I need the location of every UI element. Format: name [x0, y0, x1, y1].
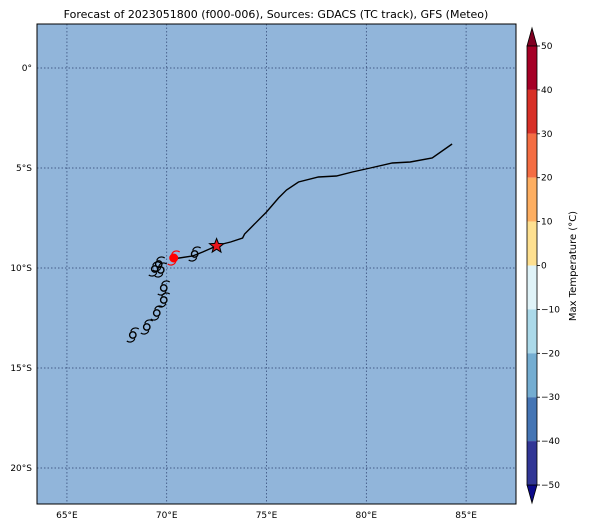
latitude-labels: 0° 5°S 10°S 15°S 20°S — [10, 64, 32, 474]
cyclone-eye — [128, 331, 137, 339]
latitude-tick-label: 0° — [22, 64, 32, 74]
colorbar-tick-label: 0 — [541, 262, 547, 272]
map-panel: 65°E 70°E 75°E 80°E 85°E 0° 5°S 10°S 15°S 20°S — [10, 23, 517, 521]
cyclone-arm — [150, 316, 160, 321]
colorbar-band — [527, 46, 537, 90]
colorbar: 50 40 30 20 10 0 −10 −20 −30 −40 −50 — [526, 26, 560, 505]
cyclone-eye — [159, 296, 168, 304]
colorbar-tick-label: −50 — [541, 481, 560, 491]
cyclone-arm — [152, 261, 162, 266]
longitude-tick-label: 75°E — [256, 511, 278, 521]
longitude-tick-label: 80°E — [355, 511, 377, 521]
cyclone-arm — [161, 280, 171, 285]
latitude-tick-label: 5°S — [16, 164, 32, 174]
cyclone-eye — [150, 265, 159, 273]
cyclone-eye — [190, 250, 199, 258]
colorbar-tick-label: 50 — [541, 42, 553, 52]
colorbar-tick-label: −40 — [541, 437, 560, 447]
cyclone-symbol — [140, 319, 154, 335]
colorbar-band — [527, 133, 537, 178]
current-position-star — [208, 237, 226, 254]
graticule — [37, 24, 516, 504]
colorbar-band — [527, 265, 537, 310]
map-frame — [36, 23, 517, 505]
cyclone-arm — [192, 246, 202, 251]
cyclone-arm — [144, 319, 154, 324]
cyclone-arm — [130, 327, 140, 332]
longitude-tick-label: 65°E — [56, 511, 78, 521]
cyclone-track — [126, 143, 453, 343]
cyclone-eye — [154, 260, 163, 268]
colorbar-tick-label: −10 — [541, 305, 560, 315]
cyclone-arm — [157, 303, 167, 308]
colorbar-band — [527, 221, 537, 266]
ocean-background — [37, 24, 516, 504]
latitude-tick-label: 10°S — [10, 264, 32, 274]
cyclone-symbol — [148, 261, 162, 277]
cyclone-eye — [159, 284, 168, 292]
longitude-labels: 65°E 70°E 75°E 80°E 85°E — [56, 511, 477, 521]
colorbar-band — [527, 309, 537, 354]
latitude-tick-label: 20°S — [10, 464, 32, 474]
cyclone-eye — [142, 323, 151, 331]
cyclone-center-dot — [169, 253, 179, 263]
cyclone-current-symbol — [167, 250, 181, 266]
cyclone-arm — [140, 330, 150, 335]
cyclone-arm — [171, 250, 181, 255]
colorbar-tick-label: 10 — [541, 218, 553, 228]
cyclone-arm — [157, 291, 167, 296]
cyclone-arm — [156, 256, 166, 261]
colorbar-band — [527, 89, 537, 134]
colorbar-label: Max Temperature (°C) — [568, 211, 579, 321]
colorbar-extend-top — [526, 26, 538, 47]
cyclone-symbol — [126, 327, 140, 343]
cyclone-arm — [148, 272, 158, 277]
colorbar-tick-label: 30 — [541, 130, 553, 140]
longitude-tick-label: 85°E — [455, 511, 477, 521]
colorbar-band — [527, 353, 537, 398]
colorbar-band — [527, 441, 537, 485]
latitude-tick-label: 15°S — [10, 364, 32, 374]
colorbar-band — [527, 397, 537, 442]
cyclone-arm — [188, 257, 198, 262]
cyclone-symbol — [157, 280, 171, 296]
cyclone-arm — [126, 338, 136, 343]
colorbar-extend-bottom — [526, 484, 538, 505]
colorbar-tick-label: 40 — [541, 86, 553, 96]
colorbar-tick-label: 20 — [541, 174, 553, 184]
colorbar-tick-label: −20 — [541, 349, 560, 359]
colorbar-tick-label: −30 — [541, 393, 560, 403]
cyclone-arm — [167, 261, 177, 266]
figure-title: Forecast of 2023051800 (f000-006), Sourc… — [64, 8, 489, 21]
cyclone-eye — [152, 309, 161, 317]
cyclone-arm — [154, 273, 164, 278]
longitude-tick-label: 70°E — [156, 511, 178, 521]
colorbar-band — [527, 177, 537, 222]
cyclone-symbol — [188, 246, 202, 262]
